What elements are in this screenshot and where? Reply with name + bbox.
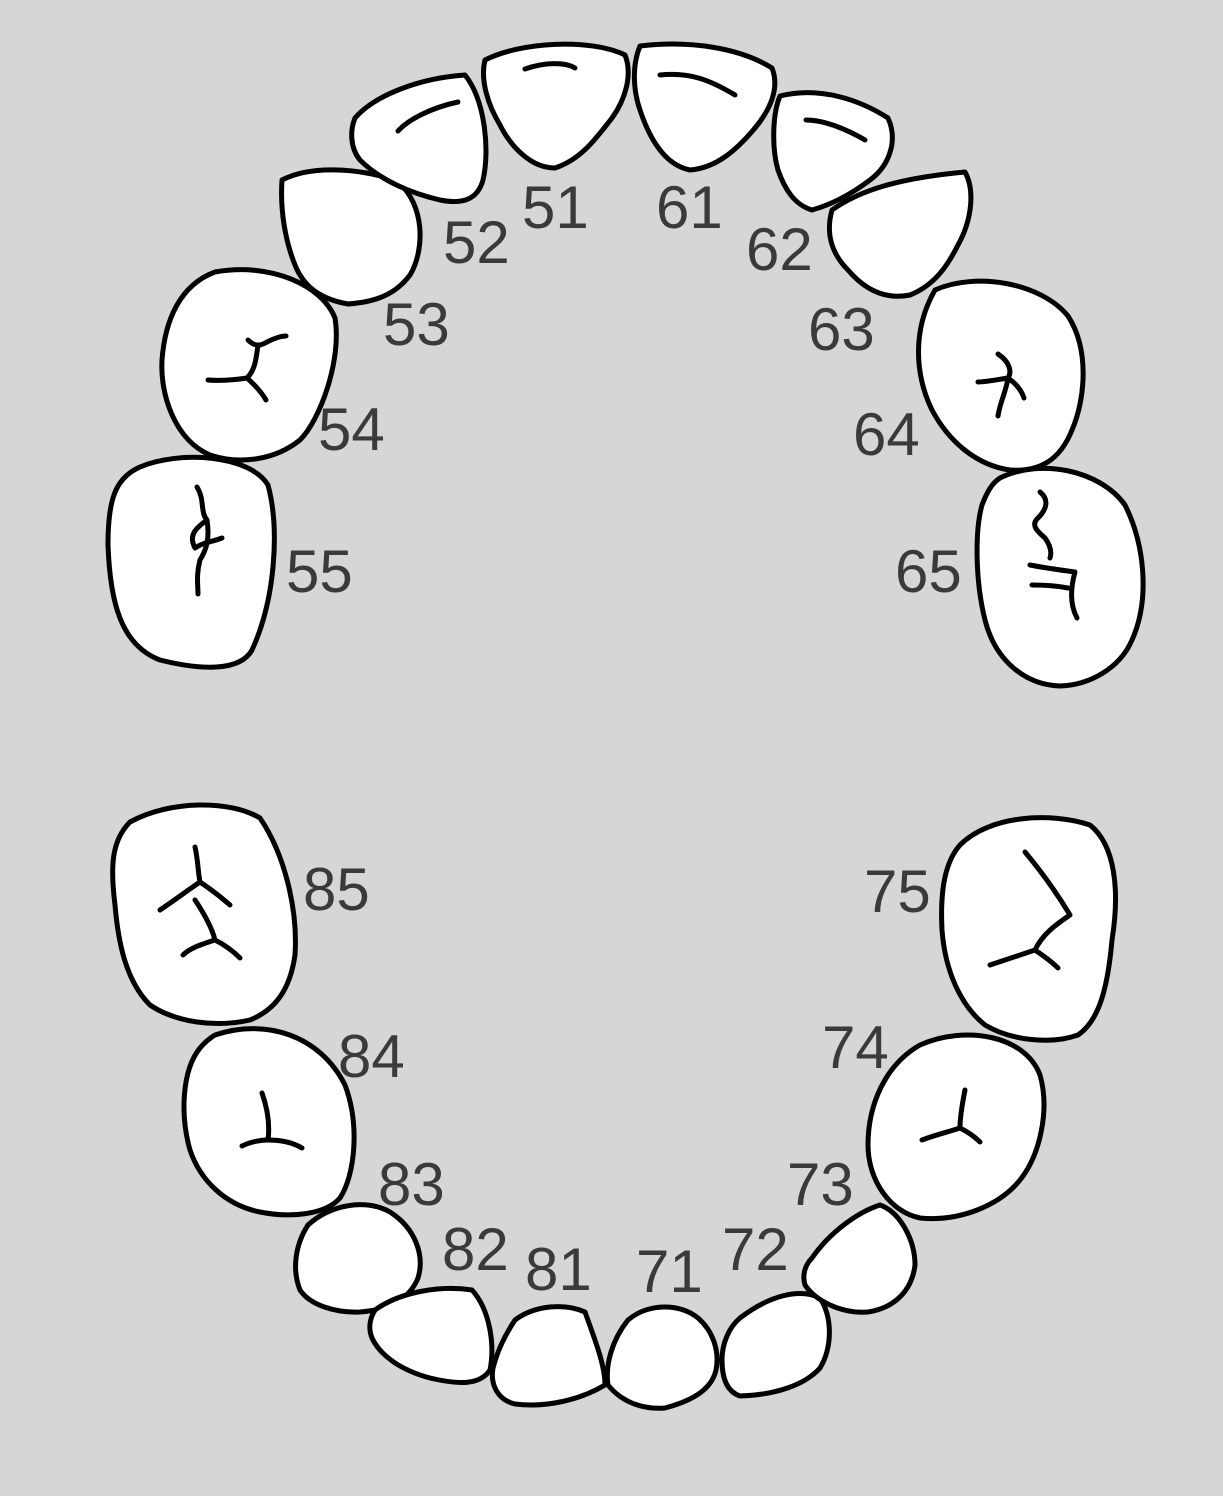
label-74: 74 xyxy=(822,1014,889,1081)
tooth-81[interactable] xyxy=(489,1304,608,1408)
label-84: 84 xyxy=(338,1023,405,1090)
label-55: 55 xyxy=(286,538,353,605)
label-75: 75 xyxy=(864,858,931,925)
tooth-61[interactable] xyxy=(631,41,778,173)
tooth-72[interactable] xyxy=(719,1291,832,1399)
label-52: 52 xyxy=(443,209,510,276)
tooth-75[interactable] xyxy=(939,815,1118,1043)
label-83: 83 xyxy=(378,1151,445,1218)
tooth-84[interactable] xyxy=(181,1026,357,1218)
lower-arch xyxy=(110,802,1118,1411)
tooth-71[interactable] xyxy=(604,1304,720,1411)
upper-arch xyxy=(105,41,1146,689)
tooth-51[interactable] xyxy=(480,41,631,171)
label-54: 54 xyxy=(318,396,385,463)
label-62: 62 xyxy=(746,216,813,283)
label-53: 53 xyxy=(383,291,450,358)
tooth-85[interactable] xyxy=(110,802,298,1026)
tooth-73[interactable] xyxy=(801,1202,918,1315)
label-61: 61 xyxy=(656,174,723,241)
label-65: 65 xyxy=(895,538,962,605)
tooth-74[interactable] xyxy=(865,1032,1047,1222)
label-51: 51 xyxy=(522,174,589,241)
tooth-52[interactable] xyxy=(349,72,489,205)
tooth-82[interactable] xyxy=(367,1285,495,1385)
label-85: 85 xyxy=(303,856,370,923)
tooth-54[interactable] xyxy=(159,267,339,463)
label-81: 81 xyxy=(525,1236,592,1303)
tooth-62[interactable] xyxy=(771,90,895,213)
label-72: 72 xyxy=(722,1216,789,1283)
label-64: 64 xyxy=(853,401,920,468)
tooth-55[interactable] xyxy=(105,454,277,670)
label-82: 82 xyxy=(442,1216,509,1283)
label-73: 73 xyxy=(787,1151,854,1218)
label-71: 71 xyxy=(636,1238,703,1305)
label-63: 63 xyxy=(808,296,875,363)
tooth-labels: 55 54 53 52 51 61 62 63 64 65 85 84 83 8… xyxy=(286,174,962,1305)
tooth-63[interactable] xyxy=(826,169,974,299)
tooth-64[interactable] xyxy=(916,278,1086,473)
tooth-65[interactable] xyxy=(974,465,1146,689)
